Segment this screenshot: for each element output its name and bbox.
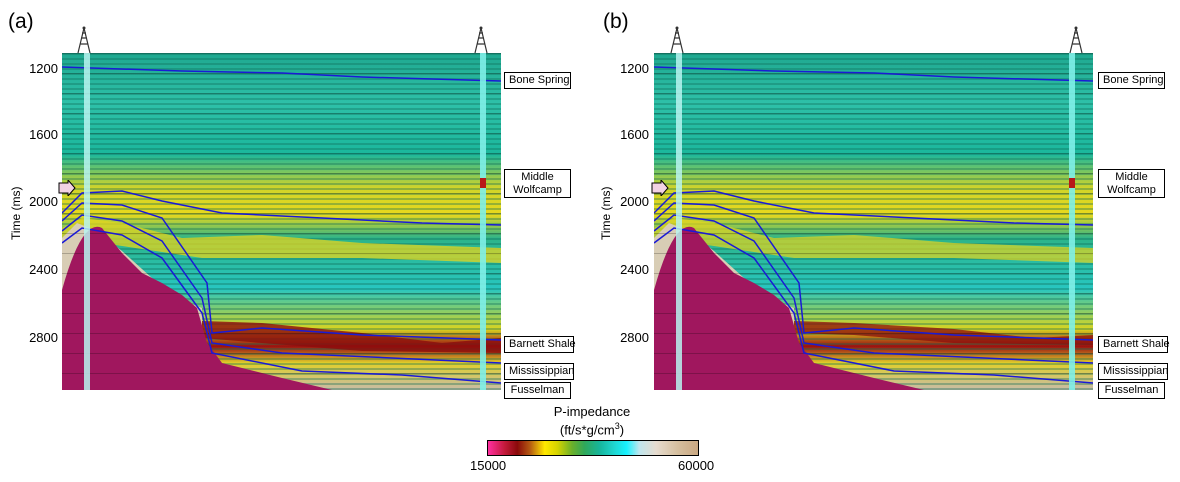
horizon-label-middle-wolfcamp: Middle Wolfcamp [1098, 169, 1165, 198]
seismic-section [62, 53, 501, 390]
y-tick: 2000 [29, 194, 58, 209]
horizon-label-bone-spring: Bone Spring [504, 72, 571, 89]
colorbar-max-label: 60000 [678, 458, 715, 473]
well-track [1069, 53, 1075, 390]
horizon-label-barnett-shale: Barnett Shale [1098, 336, 1170, 353]
panel-b: (b) Time (ms) 1200 1600 2000 2400 2800 B… [595, 0, 1180, 400]
horizon-label-mississippian: Mississippian [504, 363, 574, 380]
horizon-label-mississippian: Mississippian [1098, 363, 1168, 380]
colorbar-min-label: 15000 [470, 458, 507, 473]
arrow-marker-icon [58, 180, 76, 196]
arrow-marker-icon [651, 180, 669, 196]
y-tick: 2800 [29, 330, 58, 345]
oil-derrick-icon [77, 26, 91, 54]
horizon-label-barnett-shale: Barnett Shale [504, 336, 576, 353]
colorbar [487, 440, 699, 456]
horizon-label-bone-spring: Bone Spring [1098, 72, 1165, 89]
y-tick: 2400 [29, 262, 58, 277]
colorbar-unit: (ft/s*g/cm3) [559, 421, 625, 438]
y-tick: 1600 [29, 127, 58, 142]
y-tick: 2400 [620, 262, 649, 277]
seismic-section [654, 53, 1093, 390]
well-track [84, 53, 90, 390]
oil-derrick-icon [474, 26, 488, 54]
oil-derrick-icon [1069, 26, 1083, 54]
colorbar-title: P-impedance [553, 404, 631, 419]
well-track [676, 53, 682, 390]
panel-letter: (b) [603, 10, 629, 33]
panel-letter: (a) [8, 10, 34, 33]
well-track [480, 53, 486, 390]
y-tick: 2000 [620, 194, 649, 209]
oil-derrick-icon [670, 26, 684, 54]
panel-a: (a) Time (ms) 1200 1600 2000 2400 2800 B… [0, 0, 590, 400]
horizon-label-fusselman: Fusselman [504, 382, 571, 399]
y-tick: 1600 [620, 127, 649, 142]
horizon-label-middle-wolfcamp: Middle Wolfcamp [504, 169, 571, 198]
y-tick: 2800 [620, 330, 649, 345]
y-tick: 1200 [29, 61, 58, 76]
y-tick: 1200 [620, 61, 649, 76]
horizon-label-fusselman: Fusselman [1098, 382, 1165, 399]
